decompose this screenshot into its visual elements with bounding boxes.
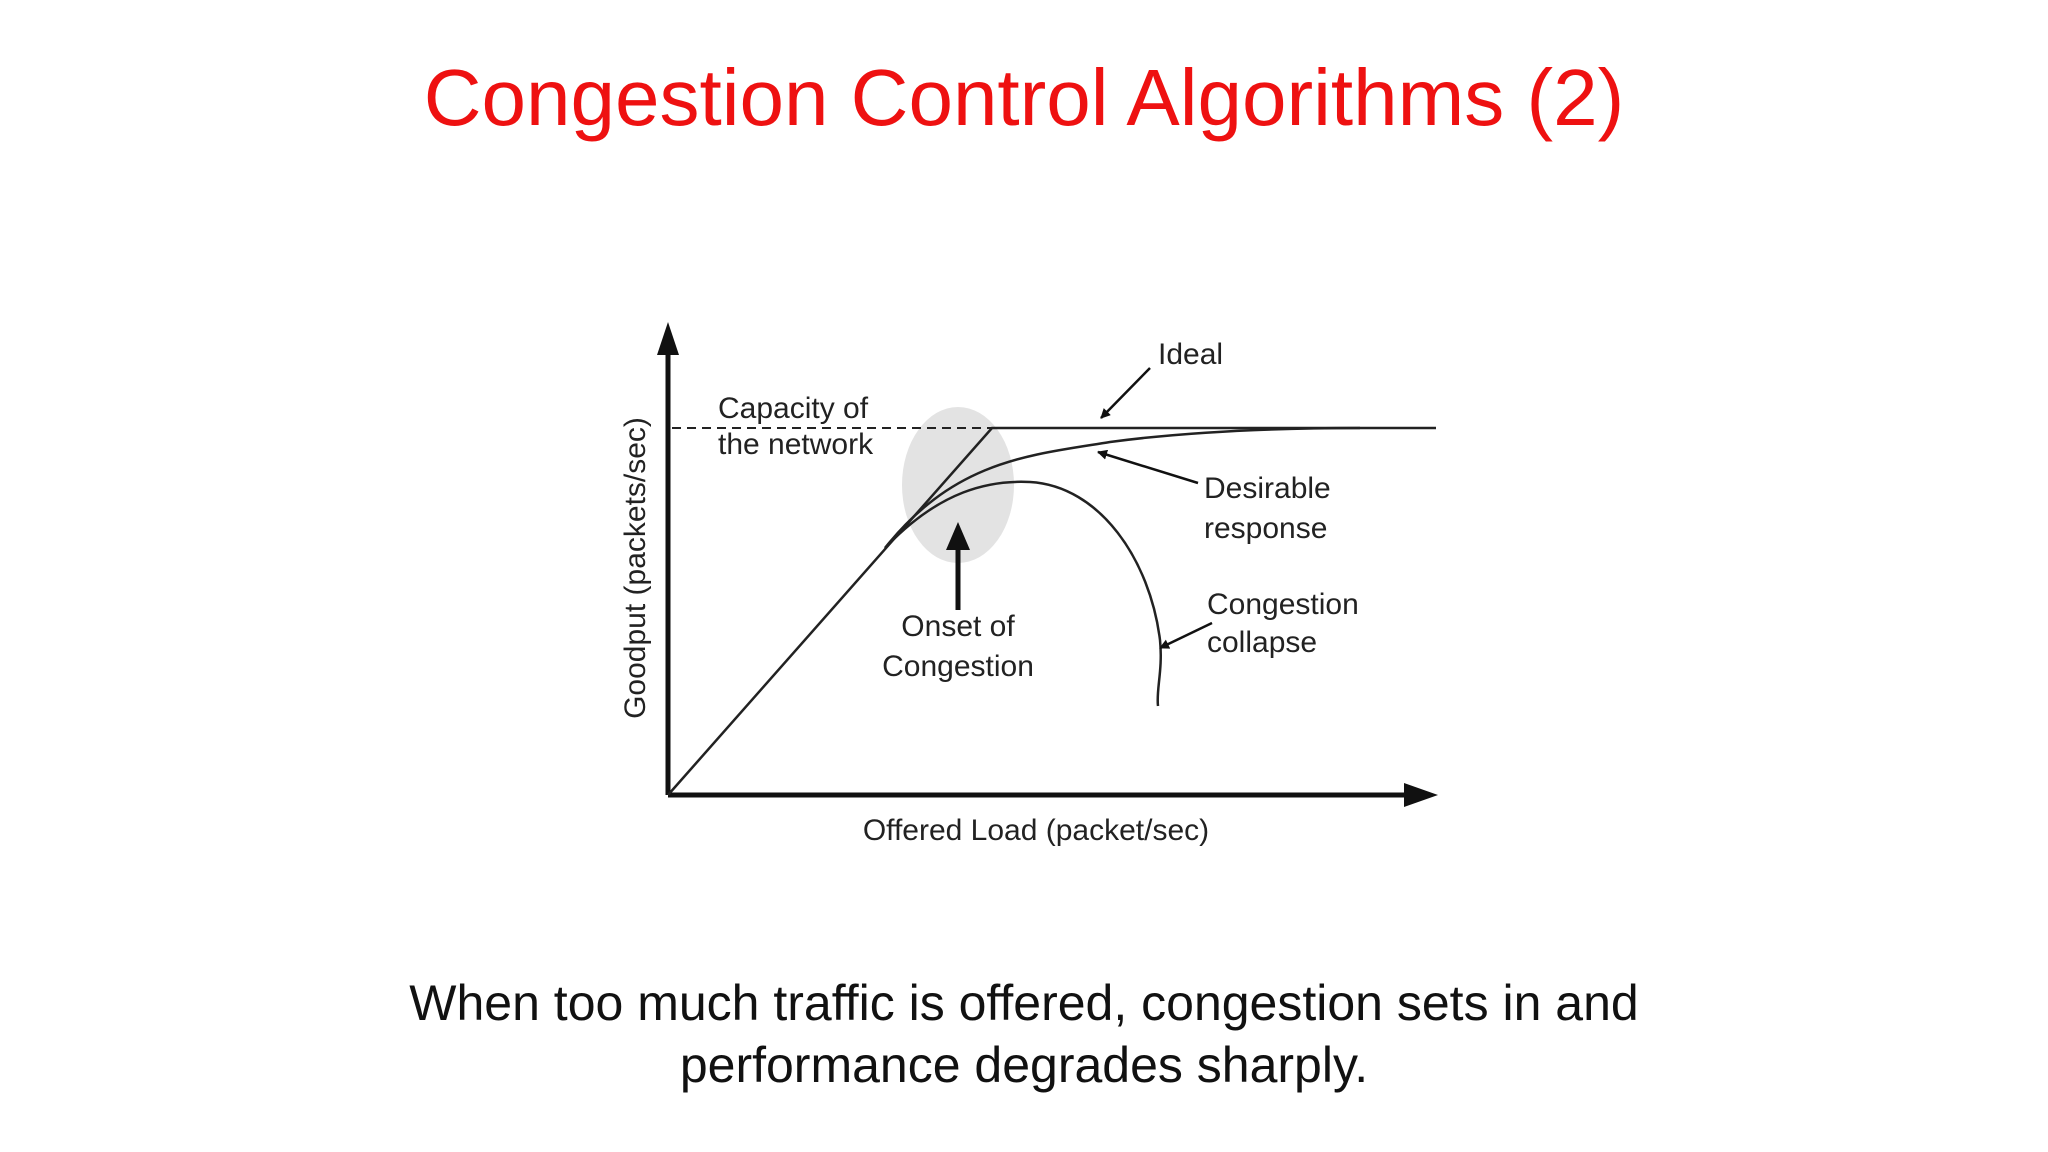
desirable-response-curve xyxy=(884,426,1361,549)
ideal-pointer-arrow xyxy=(1100,367,1151,419)
collapse-label-line-1: Congestion xyxy=(1207,588,1359,621)
caption-line-2: performance degrades sharply. xyxy=(679,1037,1369,1093)
onset-label-line-1: Onset of xyxy=(901,610,1015,643)
onset-arrowhead xyxy=(946,522,970,550)
capacity-label-line-2: the network xyxy=(718,428,874,461)
slide-caption: When too much traffic is offered, conges… xyxy=(0,972,2048,1096)
y-axis-label: Goodput (packets/sec) xyxy=(619,417,652,719)
x-axis-arrowhead xyxy=(1404,783,1438,807)
congestion-collapse-curve xyxy=(884,480,1162,707)
caption-line-1: When too much traffic is offered, conges… xyxy=(409,975,1639,1031)
slide-title: Congestion Control Algorithms (2) xyxy=(423,53,1625,142)
capacity-label-line-1: Capacity of xyxy=(718,392,869,425)
collapse-label-line-2: collapse xyxy=(1207,626,1317,659)
onset-label-line-2: Congestion xyxy=(882,650,1034,683)
collapse-pointer-arrow xyxy=(1159,621,1213,650)
desirable-pointer-arrow xyxy=(1097,449,1199,485)
x-axis-label: Offered Load (packet/sec) xyxy=(863,814,1209,847)
desirable-label-line-1: Desirable xyxy=(1204,472,1331,505)
ideal-label: Ideal xyxy=(1158,338,1223,371)
y-axis-arrowhead xyxy=(657,322,679,355)
desirable-label-line-2: response xyxy=(1204,512,1327,545)
